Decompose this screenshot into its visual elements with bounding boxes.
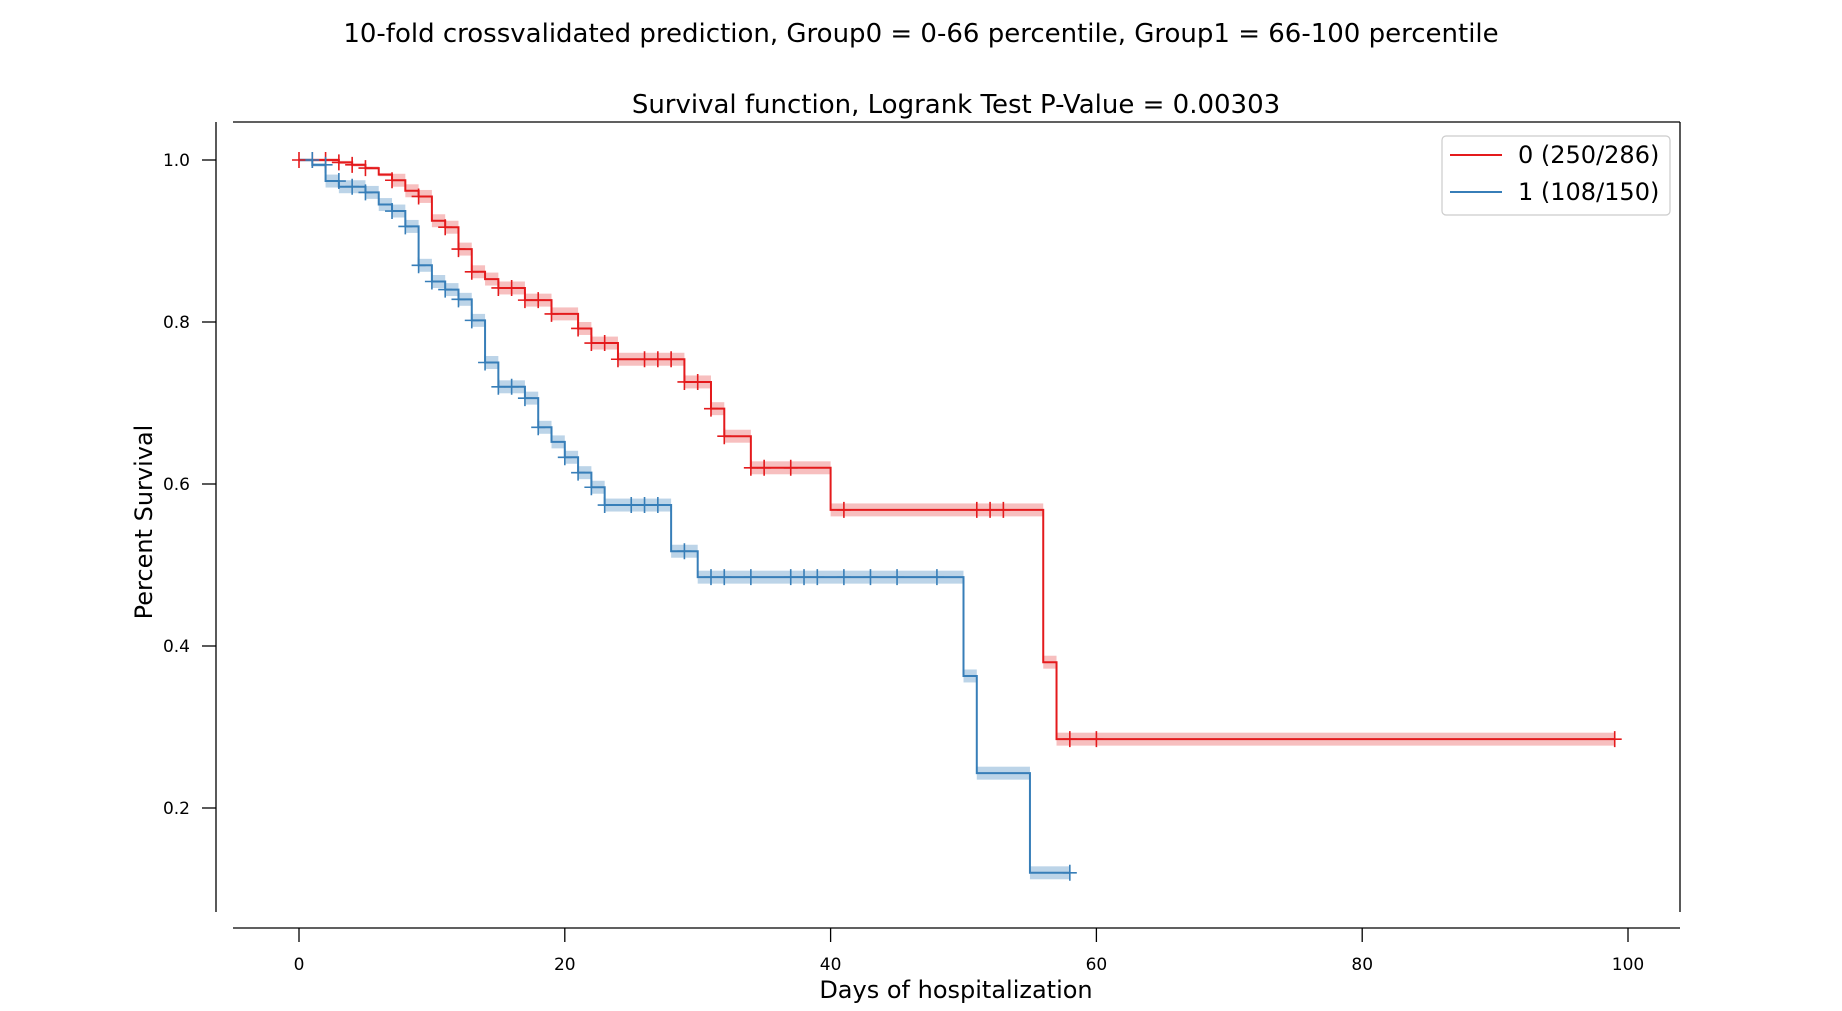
censor-mark-0: [584, 335, 599, 352]
censor-mark-1: [797, 569, 812, 586]
x-tick-label: 100: [1612, 955, 1644, 975]
plot-spines: [215, 121, 1681, 929]
censor-mark-1: [743, 569, 758, 586]
chart-title: Survival function, Logrank Test P-Value …: [632, 90, 1280, 120]
censor-mark-1: [438, 281, 453, 298]
censor-mark-1: [531, 419, 546, 436]
censor-mark-0: [451, 241, 466, 258]
censor-mark-0: [783, 459, 798, 476]
censor-mark-0: [464, 263, 479, 280]
censor-mark-1: [451, 291, 466, 308]
censor-mark-1: [650, 497, 665, 514]
censor-mark-1: [557, 449, 572, 466]
censor-mark-0: [411, 188, 426, 205]
censor-mark-1: [491, 378, 506, 395]
censor-mark-0: [385, 172, 400, 189]
censor-mark-0: [531, 292, 546, 309]
censor-mark-1: [411, 257, 426, 274]
censor-mark-0: [637, 351, 652, 368]
censor-marks: [292, 152, 1622, 881]
censor-mark-1: [398, 218, 413, 235]
censor-mark-1: [424, 273, 439, 290]
y-axis-label: Percent Survival: [130, 425, 158, 620]
censor-mark-1: [810, 569, 825, 586]
y-tick-label: 0.2: [163, 799, 190, 819]
y-tick-label: 0.6: [163, 475, 190, 495]
censor-mark-1: [863, 569, 878, 586]
censor-mark-1: [478, 354, 493, 371]
censor-mark-0: [504, 279, 519, 296]
censor-mark-0: [345, 156, 360, 173]
censor-mark-0: [1607, 731, 1622, 748]
censor-mark-0: [610, 351, 625, 368]
x-tick-label: 20: [554, 955, 576, 975]
censor-mark-1: [836, 569, 851, 586]
censor-mark-1: [385, 203, 400, 220]
y-tick-label: 0.4: [163, 637, 190, 657]
censor-mark-0: [571, 320, 586, 337]
censor-mark-1: [717, 569, 732, 586]
x-tick-label: 60: [1086, 955, 1108, 975]
censor-mark-0: [703, 400, 718, 417]
censor-mark-0: [1062, 731, 1077, 748]
censor-mark-0: [1089, 731, 1104, 748]
censor-mark-0: [544, 305, 559, 322]
censor-mark-1: [358, 184, 373, 201]
censor-mark-1: [677, 543, 692, 560]
censor-mark-0: [983, 501, 998, 518]
censor-mark-0: [996, 501, 1011, 518]
censor-mark-1: [517, 390, 532, 407]
x-ticks: 0 20 40 60 80 100: [294, 928, 1644, 975]
censor-mark-1: [331, 173, 346, 190]
x-tick-label: 80: [1351, 955, 1373, 975]
censor-mark-1: [624, 497, 639, 514]
censor-mark-0: [597, 335, 612, 352]
censor-mark-0: [717, 428, 732, 445]
censor-mark-0: [743, 459, 758, 476]
censor-mark-0: [491, 279, 506, 296]
y-tick-label: 1.0: [163, 151, 190, 171]
censor-mark-1: [929, 569, 944, 586]
censor-mark-0: [757, 459, 772, 476]
censor-mark-0: [331, 154, 346, 171]
x-tick-label: 0: [294, 955, 305, 975]
legend-label-0: 0 (250/286): [1518, 141, 1659, 169]
censor-mark-0: [664, 351, 679, 368]
censor-mark-1: [783, 569, 798, 586]
x-tick-label: 40: [820, 955, 842, 975]
y-tick-label: 0.8: [163, 313, 190, 333]
censor-mark-0: [517, 292, 532, 309]
censor-mark-0: [677, 373, 692, 390]
censor-mark-0: [969, 501, 984, 518]
censor-mark-0: [650, 351, 665, 368]
censor-mark-0: [292, 152, 306, 168]
censor-mark-1: [597, 497, 612, 514]
censor-mark-0: [836, 501, 851, 518]
x-axis-label: Days of hospitalization: [819, 976, 1092, 1004]
censor-mark-1: [1062, 864, 1077, 881]
censor-mark-1: [703, 569, 718, 586]
legend: 0 (250/286) 1 (108/150): [1441, 135, 1671, 216]
censor-mark-1: [584, 479, 599, 496]
suptitle: 10-fold crossvalidated prediction, Group…: [343, 19, 1498, 49]
censor-mark-0: [438, 219, 453, 236]
legend-label-1: 1 (108/150): [1518, 178, 1659, 206]
censor-mark-1: [504, 378, 519, 395]
censor-mark-1: [305, 152, 320, 168]
censor-mark-1: [890, 569, 905, 586]
censor-mark-1: [318, 156, 333, 173]
censor-mark-1: [345, 178, 360, 195]
censor-mark-0: [690, 373, 705, 390]
censor-mark-1: [571, 464, 586, 481]
censor-mark-0: [358, 160, 373, 177]
y-ticks: 0.2 0.4 0.6 0.8 1.0: [163, 151, 216, 819]
series-line-0: [299, 159, 1615, 741]
confidence-bands: [299, 158, 1615, 880]
censor-mark-1: [637, 497, 652, 514]
censor-mark-1: [464, 312, 479, 329]
